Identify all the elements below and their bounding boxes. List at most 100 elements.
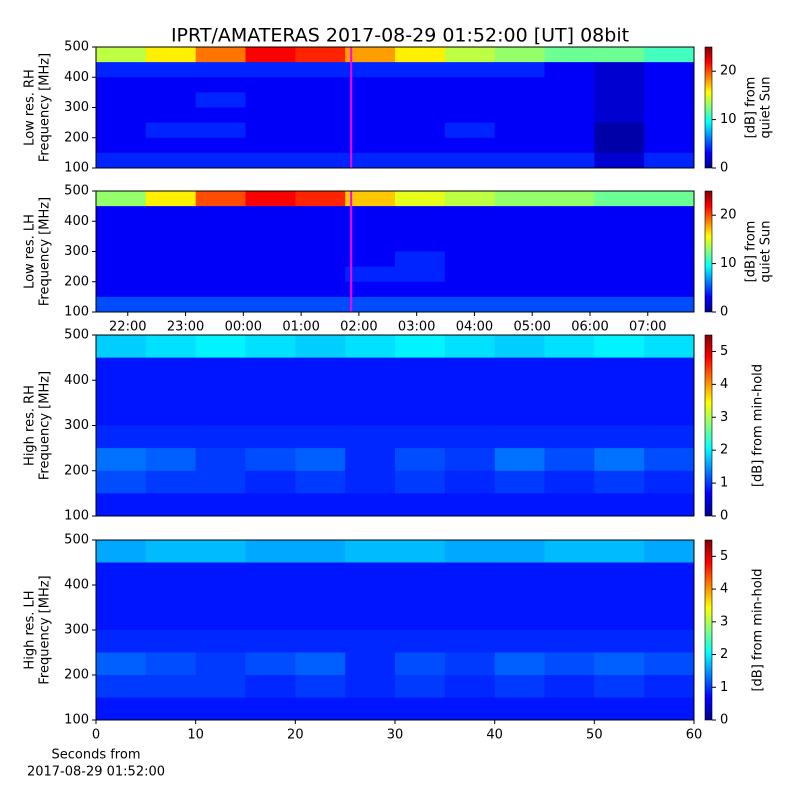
heatmap-cell (345, 236, 396, 252)
heatmap-cell (145, 425, 197, 449)
heatmap-cell (644, 697, 695, 721)
heatmap-cell (345, 470, 396, 494)
heatmap-cell (345, 697, 396, 721)
heatmap-cell (594, 425, 645, 449)
heatmap-cell (644, 470, 695, 494)
y-axis-label: Frequency [MHz] (38, 197, 53, 306)
heatmap-cell (245, 448, 296, 472)
heatmap-cell (494, 47, 545, 63)
heatmap-cell (444, 585, 496, 608)
heatmap-cell (395, 585, 446, 608)
heatmap-cell (494, 296, 545, 313)
heatmap-cell (195, 607, 246, 631)
heatmap-cell (295, 266, 346, 283)
heatmap-cell (96, 607, 147, 631)
heatmap-cell (195, 540, 246, 563)
heatmap-cell (295, 122, 346, 139)
heatmap-cell (494, 236, 545, 252)
heatmap-cell (245, 357, 296, 381)
heatmap-cell (444, 152, 496, 169)
colorbar-tick-label: 0 (720, 509, 728, 524)
heatmap-cell (395, 152, 446, 169)
heatmap-cell (145, 122, 197, 139)
heatmap-cell (345, 652, 396, 676)
y-tick-label: 200 (64, 463, 89, 478)
heatmap-cell (395, 425, 446, 449)
heatmap-cell (544, 652, 595, 676)
heatmap-cell (594, 221, 645, 237)
heatmap-cell (444, 470, 496, 494)
heatmap-cell (494, 630, 545, 653)
heatmap-cell (345, 221, 396, 237)
heatmap-cell (96, 281, 147, 298)
heatmap-cell (195, 652, 246, 676)
heatmap-cell (295, 77, 346, 93)
heatmap-cell (494, 107, 545, 124)
heatmap-cell (295, 357, 346, 381)
heatmap-cell (345, 675, 396, 698)
heatmap-cell (295, 493, 346, 517)
heatmap-cell (644, 236, 695, 252)
heatmap-cell (395, 380, 446, 404)
heatmap-cell (295, 191, 346, 207)
heatmap-cell (245, 92, 296, 108)
heatmap-cell (444, 630, 496, 653)
y-tick-label: 200 (64, 130, 89, 145)
heatmap-cell (594, 236, 645, 252)
heatmap-cell (345, 281, 396, 298)
y-tick-label: 300 (64, 100, 89, 115)
heatmap-cell (644, 448, 695, 472)
heatmap-cell (245, 251, 296, 268)
heatmap-cell (594, 697, 645, 721)
heatmap-cell (644, 122, 695, 139)
heatmap-cell (295, 630, 346, 653)
heatmap-cell (494, 448, 545, 472)
heatmap-cell (395, 137, 446, 154)
heatmap-cell (345, 92, 396, 108)
colorbar-label: [dB] from min-hold (751, 568, 766, 691)
x-tick-label: 00:00 (225, 320, 262, 335)
heatmap-cell (494, 585, 545, 608)
heatmap-cell (444, 266, 496, 283)
heatmap-cell (644, 62, 695, 78)
heatmap-cell (494, 402, 545, 426)
heatmap-cell (245, 266, 296, 283)
heatmap-cell (395, 62, 446, 78)
heatmap-cell (245, 206, 296, 222)
y-tick-label: 300 (64, 418, 89, 433)
heatmap-cell (444, 251, 496, 268)
heatmap-cell (544, 675, 595, 698)
colorbar-label: quiet Sun (759, 220, 774, 282)
heatmap-cell (444, 236, 496, 252)
heatmap-cell (96, 266, 147, 283)
x-axis-label: 2017-08-29 01:52:00 (27, 765, 165, 780)
heatmap-cell (544, 221, 595, 237)
heatmap-cell (245, 77, 296, 93)
heatmap-cell (395, 357, 446, 381)
heatmap-cell (195, 47, 246, 63)
heatmap-cell (145, 402, 197, 426)
heatmap-cell (295, 107, 346, 124)
heatmap-cell (444, 335, 496, 359)
heatmap-cell (145, 77, 197, 93)
heatmap-cell (395, 652, 446, 676)
heatmap-cell (245, 493, 296, 517)
heatmap-cell (594, 266, 645, 283)
heatmap-cell (544, 122, 595, 139)
heatmap-cell (494, 122, 545, 139)
heatmap-cell (644, 335, 695, 359)
x-tick-label: 06:00 (571, 320, 608, 335)
heatmap-cell (494, 357, 545, 381)
colorbar-tick-label: 0 (720, 713, 728, 728)
heatmap-cell (295, 675, 346, 698)
heatmap-cell (145, 62, 197, 78)
heatmap-cell (195, 380, 246, 404)
heatmap-cell (96, 335, 147, 359)
heatmap-cell (345, 251, 396, 268)
heatmap-cell (195, 62, 246, 78)
heatmap-cell (195, 402, 246, 426)
heatmap-cell (245, 562, 296, 586)
heatmap-cell (594, 92, 645, 108)
heatmap-cell (245, 540, 296, 563)
colorbar (704, 539, 713, 721)
